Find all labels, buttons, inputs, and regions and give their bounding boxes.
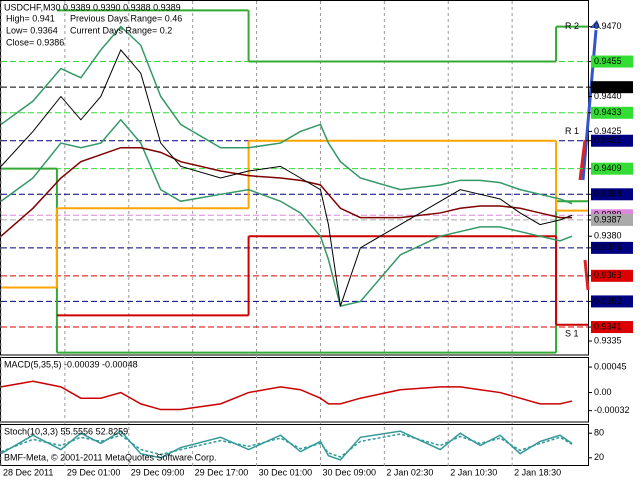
x-tick-label: 29 Dec 01:00: [67, 467, 121, 477]
arrow: [581, 29, 598, 181]
macd-frame: [0, 357, 589, 423]
level-box: [591, 188, 633, 201]
y-tick-label: 0.9363: [594, 270, 622, 280]
y-tick-label: 0.9341: [594, 321, 622, 331]
annotation: High= 0.941: [6, 13, 55, 23]
y-tick-label: 0.9440: [594, 91, 622, 101]
level-box: [591, 81, 633, 94]
y-tick-label: 80: [594, 428, 604, 438]
series-line: [0, 146, 573, 237]
series-line: [0, 25, 573, 205]
y-tick-label: 0.9455: [594, 56, 622, 66]
annotation: Previous Days Range= 0.46: [70, 13, 182, 23]
annotation: Close= 0.9386: [6, 37, 64, 47]
panel-title: MACD(5,35,5) -0.00039 -0.00048: [4, 359, 138, 369]
level-tag: R 2: [565, 21, 579, 31]
y-tick-label: 0.9470: [594, 21, 622, 31]
y-tick-label: 0.00: [594, 387, 612, 397]
level-box: [591, 321, 633, 334]
x-tick-label: 30 Dec 09:00: [322, 467, 376, 477]
level-box: [591, 106, 633, 119]
arrow: [583, 259, 590, 291]
series-line: [0, 380, 573, 411]
level-box: [591, 55, 633, 68]
level-box: [591, 241, 633, 254]
x-tick-label: 2 Jan 18:30: [514, 467, 561, 477]
level-box: [591, 134, 633, 147]
y-tick-label: 0.9409: [594, 163, 622, 173]
y-tick-label: 0.00045: [594, 361, 627, 371]
series-line: [0, 433, 573, 458]
x-tick-label: 2 Jan 10:30: [450, 467, 497, 477]
series-line: [0, 48, 573, 307]
y-tick-label: 0.9375: [594, 242, 622, 252]
arrow-head: [590, 20, 600, 28]
level-box: [591, 295, 633, 308]
level-tag: S 1: [565, 328, 579, 338]
y-tick-label: 0.9352: [594, 296, 622, 306]
x-tick-label: 28 Dec 2011: [3, 467, 53, 477]
panel-title: Stoch(10,3,3) 55.5556 52.8259: [4, 426, 128, 436]
x-tick-label: 29 Dec 17:00: [195, 467, 249, 477]
y-tick-label: 0.9380: [594, 231, 622, 241]
credit: BMF-Meta, © 2001-2011 MetaQuotes Softwar…: [4, 452, 217, 462]
x-tick-label: 2 Jan 02:30: [386, 467, 433, 477]
annotation: Low= 0.9364: [6, 25, 58, 35]
panel-title: USDCHF,M30 0.9389 0.9390 0.9388 0.9389: [4, 2, 181, 12]
level-box: [591, 162, 633, 175]
arrow: [578, 139, 587, 181]
y-tick-label: 20: [594, 452, 604, 462]
series-line: [0, 118, 573, 307]
y-tick-label: -0.00032: [594, 405, 630, 415]
level-box: [591, 269, 633, 282]
y-tick-label: 0.9387: [594, 214, 622, 224]
y-tick-label: 0.9335: [594, 335, 622, 345]
y-tick-label: 0.9433: [594, 107, 622, 117]
y-tick-label: 0.9421: [594, 135, 622, 145]
annotation: Current Days Range= 0.2: [70, 25, 172, 35]
level-box: [591, 213, 633, 226]
y-tick-label: 0.9444: [594, 82, 622, 92]
level-tag: R 1: [565, 126, 579, 136]
x-tick-label: 30 Dec 01:00: [259, 467, 313, 477]
y-tick-label: 0.9398: [594, 189, 622, 199]
x-tick-label: 29 Dec 09:00: [131, 467, 185, 477]
y-tick-label: 0.9425: [594, 126, 622, 136]
